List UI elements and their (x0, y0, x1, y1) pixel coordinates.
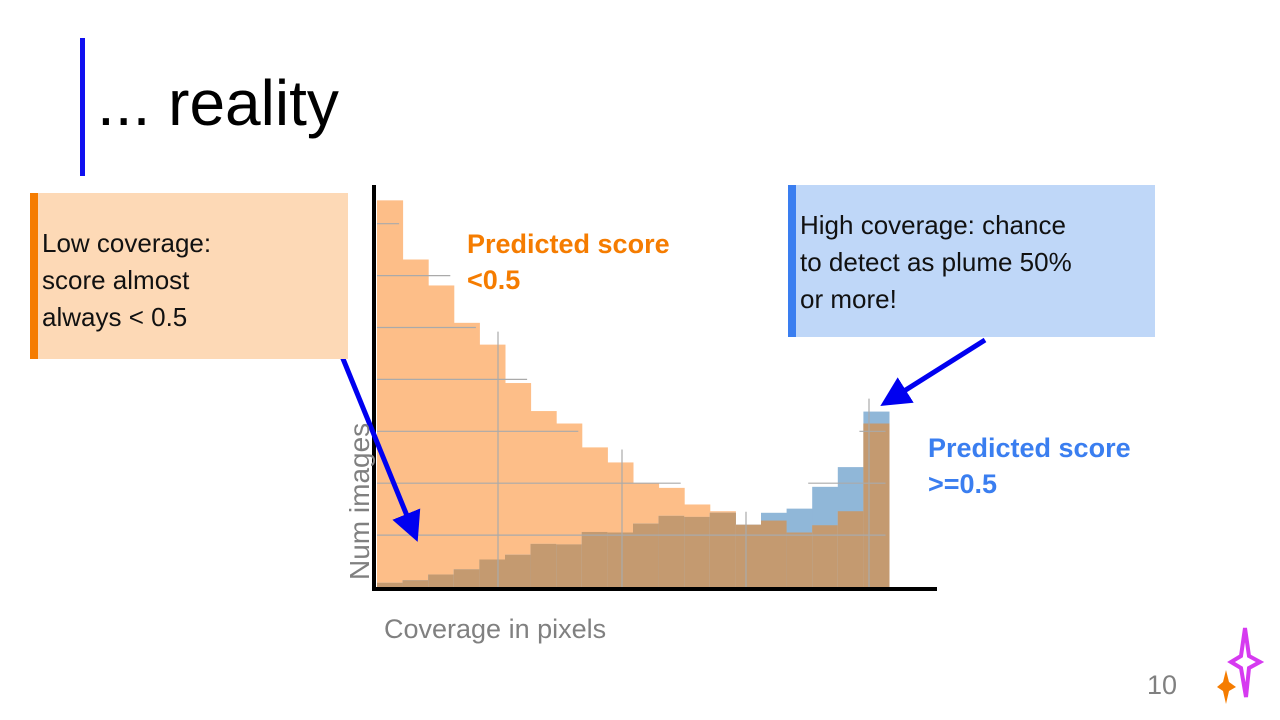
bar-overlap (505, 554, 532, 587)
bar-overlap (863, 423, 890, 587)
bar-overlap (479, 559, 506, 587)
bar-low-score (453, 322, 480, 587)
y-axis-label: Num images (344, 422, 375, 580)
callout-line: or more! (800, 284, 897, 314)
bar-overlap (658, 515, 685, 587)
bar-overlap (428, 574, 455, 587)
callout-line: Low coverage: (42, 228, 212, 258)
bar-overlap (735, 524, 762, 587)
legend-label-low-score: Predicted score <0.5 (467, 229, 670, 295)
callout-line: always < 0.5 (42, 302, 188, 332)
bar-overlap (402, 580, 429, 587)
bar-overlap (684, 516, 711, 587)
legend-label-high-score: Predicted score >=0.5 (928, 433, 1131, 499)
arrow-right-callout (880, 337, 987, 406)
bar-overlap (556, 544, 583, 587)
bar-overlap (709, 512, 736, 587)
high-coverage-callout: High coverage: chance to detect as plume… (788, 185, 1155, 337)
slide-title: ... reality (97, 67, 339, 139)
bar-low-score (402, 259, 429, 587)
callout-line: to detect as plume 50% (800, 247, 1072, 277)
page-number: 10 (1147, 670, 1178, 700)
bar-overlap (581, 531, 608, 587)
x-axis-label: Coverage in pixels (384, 614, 607, 644)
bar-overlap (377, 582, 404, 587)
bar-low-score (479, 344, 506, 587)
bar-overlap (761, 520, 788, 587)
bar-low-score (505, 383, 532, 587)
bar-overlap (786, 532, 813, 587)
title-accent-bar (80, 38, 85, 176)
callout-line: score almost (42, 265, 190, 295)
low-coverage-callout: Low coverage: score almost always < 0.5 (30, 193, 348, 359)
bar-low-score (428, 285, 455, 587)
bar-low-score (377, 200, 404, 587)
bar-overlap (453, 569, 480, 587)
callout-line: High coverage: chance (800, 210, 1066, 240)
bar-overlap (530, 543, 557, 587)
bar-overlap (837, 511, 864, 587)
bar-overlap (633, 523, 660, 587)
bar-overlap (607, 532, 634, 587)
